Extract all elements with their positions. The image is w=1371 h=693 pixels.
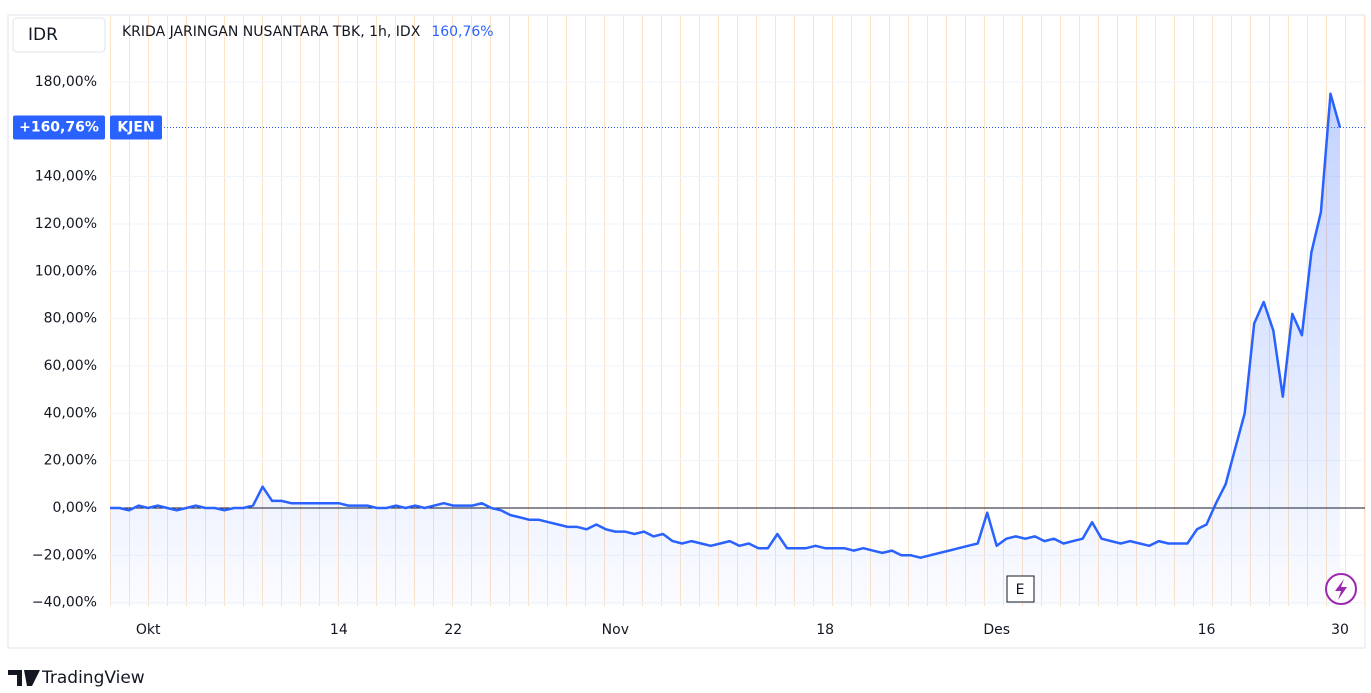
y-tick-label: 180,00% [35, 74, 97, 90]
currency-button[interactable] [12, 17, 106, 53]
y-tick-label: 40,00% [44, 405, 97, 421]
y-tick-label: 0,00% [53, 500, 97, 516]
y-tick-label: −20,00% [32, 547, 97, 563]
event-box[interactable] [1006, 575, 1035, 603]
symbol-title: KRIDA JARINGAN NUSANTARA TBK, 1h, IDX [122, 24, 421, 40]
x-tick-label: 18 [816, 622, 834, 638]
line [110, 92, 1342, 559]
x-tick-label: 16 [1198, 622, 1216, 638]
symbol-badge [110, 115, 162, 140]
y-tick-label: 100,00% [35, 263, 97, 279]
brand: TradingView [41, 668, 145, 688]
y-tick-label: 20,00% [44, 453, 97, 469]
x-tick-label: 22 [444, 622, 462, 638]
y-tick-label: 140,00% [35, 169, 97, 185]
last-value-label: +160,76% [19, 119, 99, 135]
change: 160,76% [431, 24, 493, 40]
currency: IDR [28, 25, 58, 45]
y-tick-label: 120,00% [35, 216, 97, 232]
last-value-badge [13, 115, 105, 140]
x-tick-label: Des [983, 622, 1010, 638]
symbol-label: KJEN [117, 119, 154, 135]
event-marker: E [1016, 582, 1025, 598]
x-tick-label: 14 [330, 622, 348, 638]
y-tick-label: 80,00% [44, 311, 97, 327]
x-tick-label: 30 [1331, 622, 1349, 638]
area [110, 93, 1340, 606]
alert-bolt [1335, 579, 1347, 600]
y-tick-label: 60,00% [44, 358, 97, 374]
brand-logo [8, 670, 40, 686]
x-tick-label: Nov [602, 622, 629, 638]
y-tick-label: −40,00% [32, 595, 97, 611]
x-tick-label: Okt [136, 622, 161, 638]
